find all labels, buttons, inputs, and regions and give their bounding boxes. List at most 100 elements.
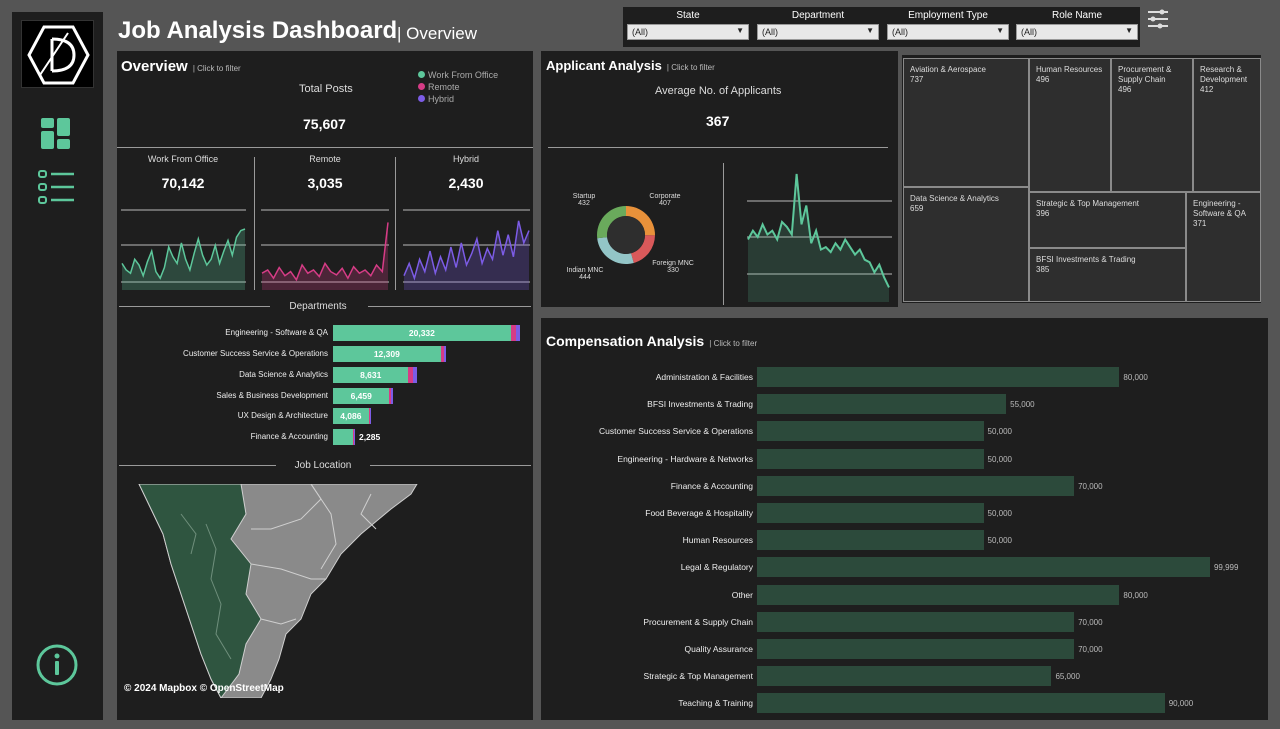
bar-remote[interactable] bbox=[510, 325, 516, 341]
compensation-label: Quality Assurance bbox=[684, 644, 753, 654]
compensation-bar[interactable] bbox=[757, 448, 984, 469]
filter-label: Role Name bbox=[1051, 10, 1103, 21]
compensation-bar[interactable] bbox=[757, 475, 1075, 496]
series-area bbox=[262, 222, 388, 290]
info-icon[interactable] bbox=[35, 643, 79, 687]
hybrid-trend-chart[interactable] bbox=[403, 200, 530, 290]
compensation-bar[interactable] bbox=[757, 530, 984, 551]
compensation-bar[interactable] bbox=[757, 584, 1120, 605]
donut-slice[interactable] bbox=[597, 206, 626, 239]
compensation-label: BFSI Investments & Trading bbox=[647, 399, 753, 410]
job-location-title: Job Location bbox=[294, 460, 352, 471]
kpi-value-remote: 3,035 bbox=[307, 175, 343, 191]
legend-item[interactable]: Remote bbox=[418, 82, 498, 92]
page-title: Job Analysis Dashboard bbox=[118, 17, 398, 44]
compensation-bar[interactable] bbox=[757, 611, 1075, 632]
bar-hybrid[interactable] bbox=[353, 429, 355, 445]
bar-remote[interactable] bbox=[389, 388, 392, 404]
compensation-bar[interactable] bbox=[757, 367, 1120, 387]
treemap-cell[interactable]: Data Science & Analytics 659 bbox=[903, 187, 1029, 302]
avg-applicants-label: Average No. of Applicants bbox=[655, 85, 782, 97]
dashboard-grid-icon[interactable] bbox=[36, 114, 76, 154]
treemap-cell[interactable]: Aviation & Aerospace 737 bbox=[903, 58, 1029, 187]
bar-hybrid[interactable] bbox=[515, 325, 520, 341]
bar-value-label: 12,309 bbox=[373, 349, 400, 359]
donut-slice[interactable] bbox=[626, 206, 655, 236]
bar-remote[interactable] bbox=[440, 346, 444, 362]
list-icon[interactable] bbox=[36, 168, 76, 208]
kpi-value-hybrid: 2,430 bbox=[448, 175, 484, 191]
department-row[interactable]: Engineering - Software & QA 20,332 bbox=[118, 325, 533, 341]
treemap-cell[interactable]: Research & Development 412 bbox=[1193, 58, 1261, 192]
state-select[interactable]: (All) ▼ bbox=[627, 24, 749, 40]
bar-work-from-office[interactable] bbox=[333, 325, 511, 341]
chevron-down-icon: ▼ bbox=[996, 26, 1004, 35]
treemap-cell[interactable]: Procurement & Supply Chain 496 bbox=[1111, 58, 1193, 192]
department-row[interactable]: Data Science & Analytics 8,631 bbox=[118, 367, 533, 383]
applicants-trend-chart[interactable] bbox=[747, 170, 892, 302]
departments-title: Departments bbox=[289, 301, 347, 312]
divider bbox=[254, 157, 255, 290]
filter-state: State (All) ▼ bbox=[627, 7, 749, 40]
compensation-label: Teaching & Training bbox=[678, 698, 753, 709]
applicant-header[interactable]: Applicant Analysis | Click to filter bbox=[546, 55, 715, 74]
bar-remote[interactable] bbox=[368, 408, 370, 424]
department-row[interactable]: Finance & Accounting 2,285 bbox=[118, 429, 533, 445]
compensation-header[interactable]: Compensation Analysis | Click to filter bbox=[546, 331, 757, 350]
bar-remote[interactable] bbox=[408, 367, 414, 383]
bar-hybrid[interactable] bbox=[391, 388, 393, 404]
compensation-bar[interactable] bbox=[757, 503, 984, 523]
treemap-cell[interactable]: BFSI Investments & Trading 385 bbox=[1029, 248, 1186, 302]
bar-hybrid[interactable] bbox=[413, 367, 417, 383]
donut-label-foreign-mnc: Foreign MNC 330 bbox=[652, 260, 694, 274]
bar-work-from-office[interactable] bbox=[333, 367, 409, 383]
job-location-map[interactable] bbox=[121, 484, 421, 698]
wfo-trend-chart[interactable] bbox=[121, 200, 246, 290]
logo[interactable] bbox=[21, 20, 94, 88]
legend-item[interactable]: Hybrid bbox=[418, 94, 498, 104]
treemap-cell[interactable]: Human Resources 496 bbox=[1029, 58, 1111, 192]
bar-hybrid[interactable] bbox=[443, 346, 446, 362]
compensation-bar[interactable] bbox=[757, 666, 1052, 687]
legend-item[interactable]: Work From Office bbox=[418, 70, 498, 80]
treemap-cell[interactable]: Engineering - Software & QA 371 bbox=[1186, 192, 1261, 302]
divider bbox=[117, 147, 533, 148]
company-type-donut[interactable] bbox=[590, 198, 662, 272]
department-row[interactable]: Customer Success Service & Operations 12,… bbox=[118, 346, 533, 362]
applicant-panel bbox=[541, 51, 898, 307]
compensation-bar[interactable] bbox=[757, 693, 1165, 714]
employment-type-select[interactable]: (All) ▼ bbox=[887, 24, 1009, 40]
divider bbox=[119, 306, 270, 307]
donut-slice[interactable] bbox=[631, 235, 655, 263]
bar-value-label: 2,285 bbox=[358, 432, 381, 442]
department-row[interactable]: UX Design & Architecture 4,086 bbox=[118, 408, 533, 424]
bar-work-from-office[interactable] bbox=[333, 408, 369, 424]
bar-work-from-office[interactable] bbox=[333, 346, 441, 362]
compensation-bar[interactable] bbox=[757, 421, 984, 442]
compensation-label: Administration & Facilities bbox=[655, 372, 753, 382]
compensation-label: Engineering - Hardware & Networks bbox=[617, 453, 753, 464]
overview-header[interactable]: Overview | Click to filter bbox=[121, 56, 241, 75]
bar-remote[interactable] bbox=[352, 429, 354, 445]
donut-slice[interactable] bbox=[597, 237, 634, 264]
treemap-cell[interactable]: Strategic & Top Management 396 bbox=[1029, 192, 1186, 248]
compensation-bar[interactable] bbox=[757, 639, 1075, 659]
series-line bbox=[121, 228, 246, 280]
compensation-value: 50,000 bbox=[987, 454, 1012, 464]
compensation-value: 50,000 bbox=[987, 427, 1012, 437]
bar-hybrid[interactable] bbox=[369, 408, 371, 424]
compensation-label: Finance & Accounting bbox=[670, 480, 753, 491]
series-line bbox=[403, 220, 530, 281]
bar-work-from-office[interactable] bbox=[333, 388, 390, 404]
donut-label-corporate: Corporate 407 bbox=[649, 193, 681, 207]
compensation-bar[interactable] bbox=[757, 557, 1210, 578]
chevron-down-icon: ▼ bbox=[866, 26, 874, 35]
remote-trend-chart[interactable] bbox=[261, 200, 389, 290]
bar-work-from-office[interactable] bbox=[333, 429, 353, 445]
filter-employment-type: Employment Type (All) ▼ bbox=[887, 7, 1009, 40]
department-select[interactable]: (All) ▼ bbox=[757, 24, 879, 40]
filter-settings-icon[interactable] bbox=[1146, 8, 1170, 30]
compensation-bar[interactable] bbox=[757, 394, 1007, 415]
role-name-select[interactable]: (All) ▼ bbox=[1016, 24, 1138, 40]
department-row[interactable]: Sales & Business Development 6,459 bbox=[118, 388, 533, 404]
